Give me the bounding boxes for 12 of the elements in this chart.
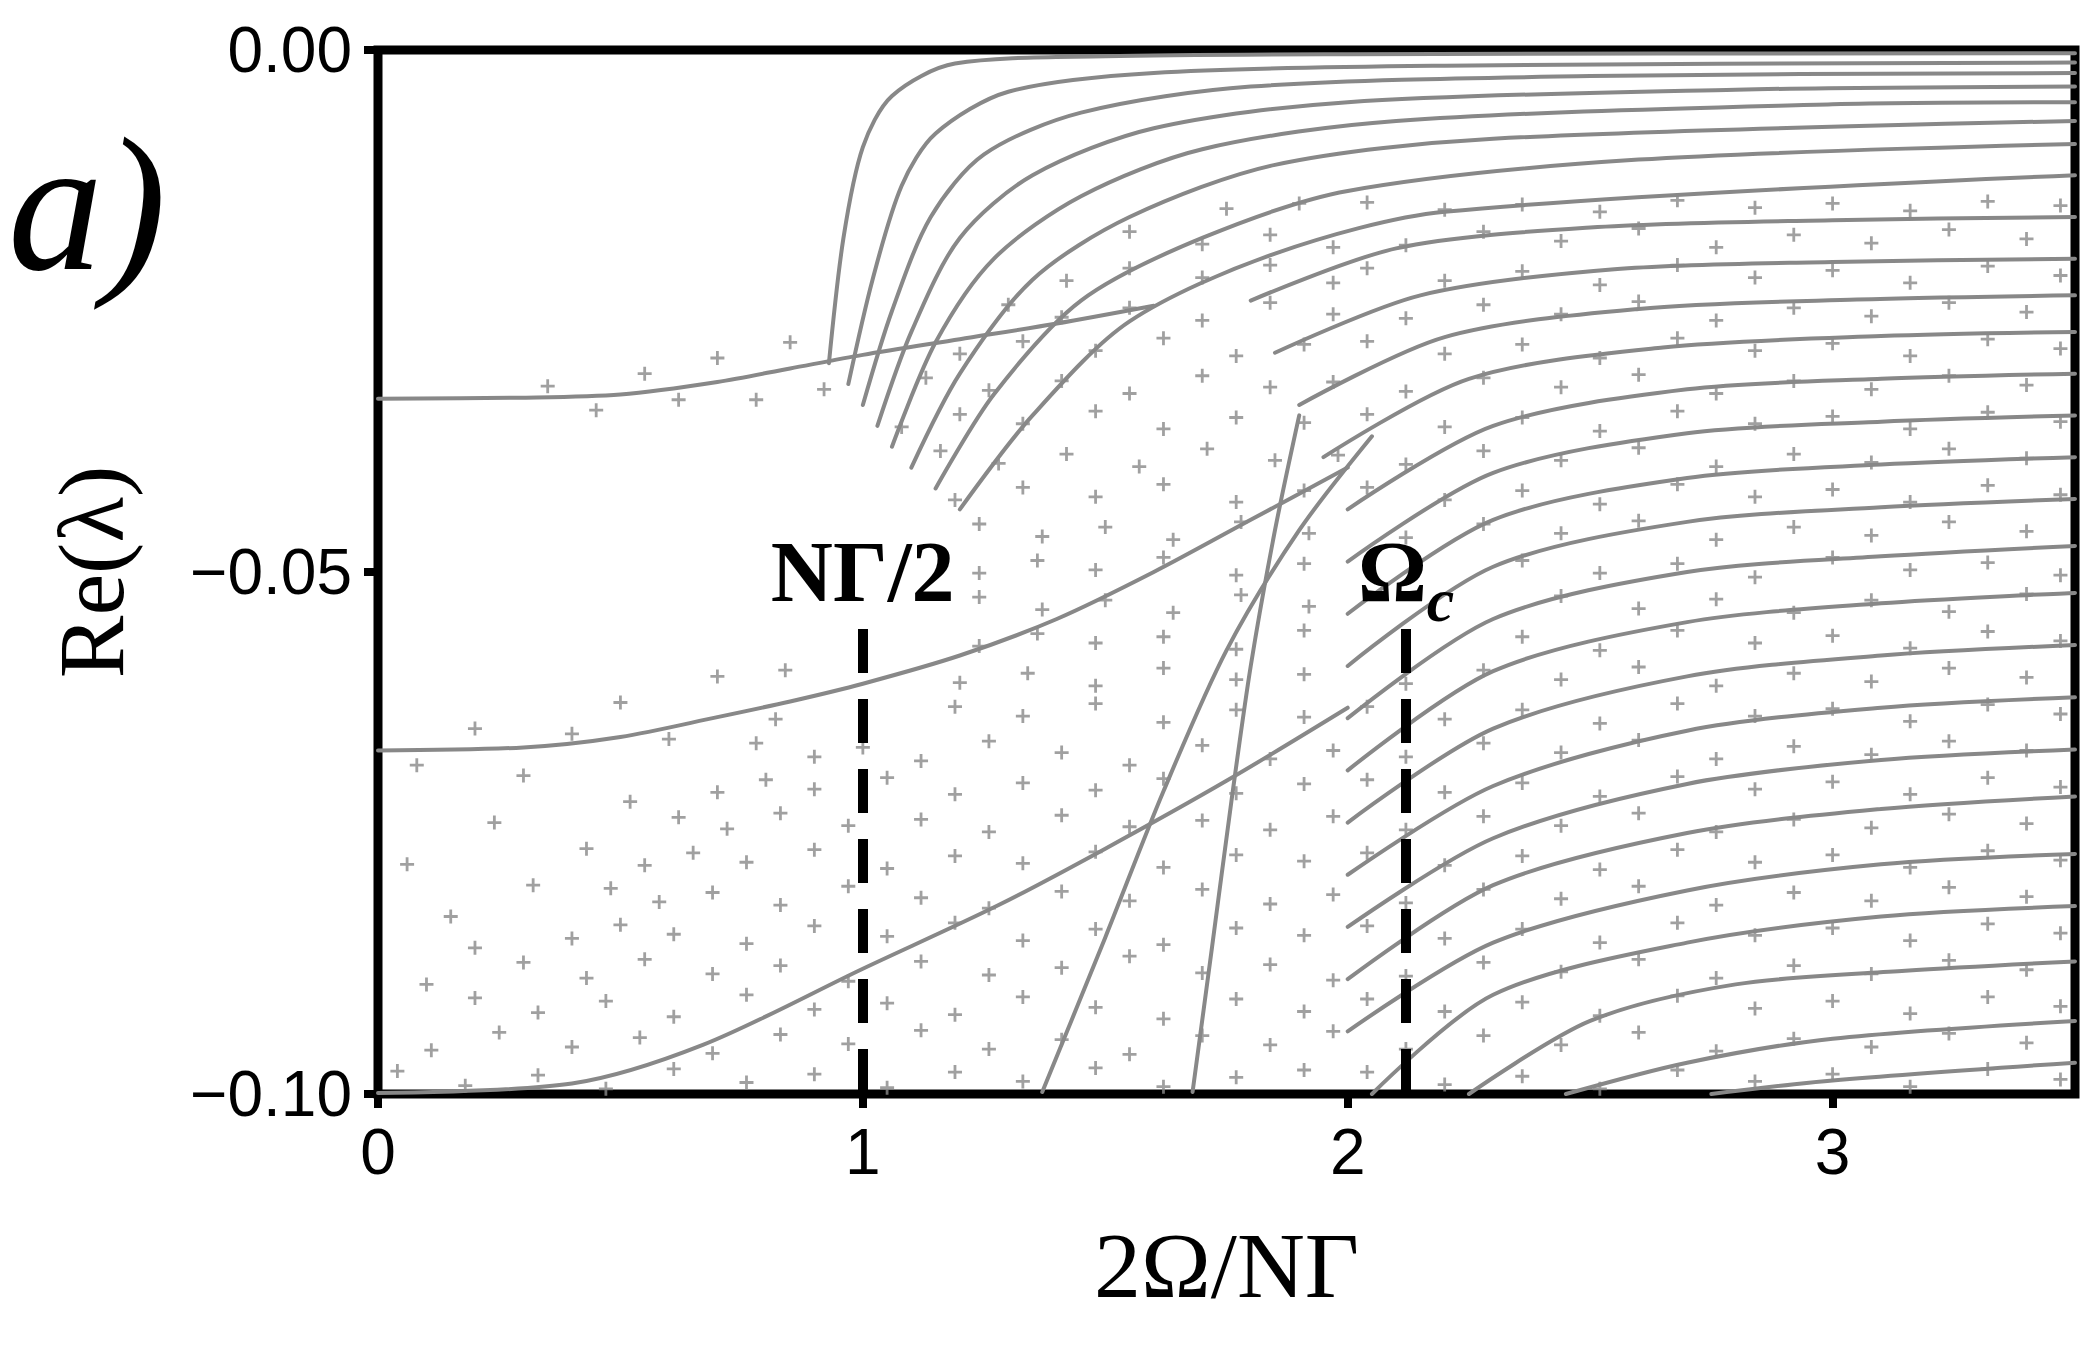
x-tick-label: 1	[845, 1116, 881, 1188]
y-tick-label: 0.00	[227, 14, 352, 86]
ref-line-label: NΓ/2	[770, 524, 955, 620]
x-tick-label: 3	[1814, 1116, 1851, 1188]
text: a)	[8, 100, 167, 310]
y-axis-title: Re(λ)	[39, 465, 143, 679]
ref-line-label: Ω$_{c}$	[1357, 524, 1455, 634]
x-tick-label: 0	[360, 1116, 396, 1188]
y-tick-label: −0.05	[190, 536, 352, 608]
x-axis-title: 2Ω/NΓ	[1093, 1213, 1360, 1317]
y-tick-label: −0.10	[190, 1058, 352, 1130]
x-tick-label: 2	[1329, 1116, 1366, 1188]
